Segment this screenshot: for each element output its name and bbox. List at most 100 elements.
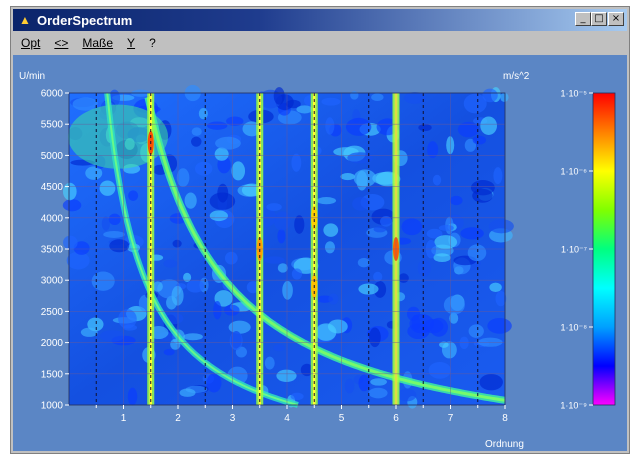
heatmap-cell xyxy=(369,327,381,348)
colorbar: 1·10⁻⁵ 1·10⁻⁶ 1·10⁻⁷ 1·10⁻⁸ 1·10⁻⁹ xyxy=(560,89,616,411)
heatmap-cell xyxy=(323,223,339,237)
heatmap-cell xyxy=(373,281,387,298)
minimize-button[interactable]: _ xyxy=(575,12,591,26)
heatmap-cell xyxy=(345,117,372,136)
heatmap-cell xyxy=(122,324,138,331)
y-tick-label: 4500 xyxy=(41,182,64,193)
y-tick-label: 3000 xyxy=(41,276,64,287)
close-button[interactable]: × xyxy=(608,12,624,26)
heatmap-cell xyxy=(472,188,493,203)
heatmap-cell xyxy=(450,195,463,206)
order-curve xyxy=(106,92,299,406)
heatmap-cell xyxy=(291,268,303,280)
heatmap-cell xyxy=(72,97,99,111)
heatmap-cell xyxy=(325,117,335,135)
heatmap-cell xyxy=(480,116,497,135)
heatmap-plot: 1000 1500 2000 2500 3000 3500 4000 4500 5000 5500… xyxy=(41,84,514,424)
heatmap-cell xyxy=(428,361,452,379)
colorbar-tick-label: 1·10⁻⁶ xyxy=(561,167,588,177)
heatmap-cell xyxy=(439,341,449,348)
heatmap-cell xyxy=(62,182,77,201)
heatmap-cell xyxy=(460,227,484,240)
heatmap-cell xyxy=(368,387,388,399)
heatmap-cell xyxy=(427,141,439,159)
heatmap-cell xyxy=(91,271,115,291)
heatmap-cell xyxy=(209,210,228,222)
heatmap-cell xyxy=(426,228,443,239)
colorbar-tick-label: 1·10⁻⁸ xyxy=(560,323,587,333)
order-spectrum-window: ▲ OrderSpectrum _ □ × Opt <> Maße Y ? U/… xyxy=(10,6,630,454)
heatmap-cell xyxy=(183,272,192,282)
heatmap-cell xyxy=(324,241,336,254)
heatmap-region xyxy=(68,104,169,169)
heatmap-cell xyxy=(433,253,451,263)
menu-opt[interactable]: Opt xyxy=(21,36,41,50)
order-spectrum-chart: U/min m/s^2 Ordnung 1000 1500 2000 2500 3000… xyxy=(19,71,616,450)
heatmap-cell xyxy=(209,192,236,210)
heatmap-cell xyxy=(291,153,302,172)
y-tick-label: 3500 xyxy=(41,245,64,256)
x-tick-label: 5 xyxy=(339,413,345,424)
heatmap-cell xyxy=(357,257,371,268)
heatmap-cell xyxy=(194,161,213,176)
heatmap-cell xyxy=(264,356,275,370)
menu-y[interactable]: Y xyxy=(127,36,136,50)
heatmap-cell xyxy=(277,263,288,273)
y-tick-label: 1500 xyxy=(41,369,64,380)
heatmap-cell xyxy=(229,331,243,351)
heatmap-cell xyxy=(358,374,370,392)
heatmap-cell xyxy=(73,241,90,255)
heatmap-cell xyxy=(228,320,251,334)
heatmap-cell xyxy=(184,192,197,209)
heatmap-cell xyxy=(418,124,432,132)
title-bar[interactable]: ▲ OrderSpectrum _ □ × xyxy=(13,9,627,31)
y-unit-label: U/min xyxy=(19,71,45,82)
heatmap-cell xyxy=(328,293,339,305)
heatmap-cell xyxy=(163,259,178,268)
colorbar-gradient xyxy=(592,92,616,406)
heatmap-cell xyxy=(464,138,477,152)
heatmap-cell xyxy=(493,167,503,185)
chart-area: U/min m/s^2 Ordnung 1000 1500 2000 2500 3000… xyxy=(13,55,627,451)
menu-help[interactable]: ? xyxy=(149,36,156,50)
heatmap-cell xyxy=(463,93,487,114)
heatmap-cell xyxy=(264,256,285,264)
x-tick-label: 8 xyxy=(502,413,508,424)
heatmap-cell xyxy=(372,172,399,185)
y-tick-label: 1000 xyxy=(41,401,64,412)
heatmap-cell xyxy=(370,378,387,386)
menu-bar: Opt <> Maße Y ? xyxy=(13,33,627,53)
heatmap-cell xyxy=(99,330,125,342)
heatmap-cell xyxy=(215,136,241,150)
heatmap-cell xyxy=(186,279,205,293)
heatmap-cell xyxy=(198,107,208,120)
heatmap-cell xyxy=(327,319,348,334)
heatmap-cell xyxy=(223,304,240,316)
menu-masse[interactable]: Maße xyxy=(82,36,114,50)
heatmap-cell xyxy=(353,169,377,187)
heatmap-cell xyxy=(488,219,514,234)
heatmap-cell xyxy=(434,235,458,250)
x-tick-label: 1 xyxy=(121,413,127,424)
heatmap-cell xyxy=(273,87,285,105)
heatmap-cell xyxy=(66,251,90,270)
heatmap-cell xyxy=(296,105,313,114)
app-icon: ▲ xyxy=(19,13,31,27)
heatmap-cell xyxy=(373,226,387,233)
menu-nav[interactable]: <> xyxy=(54,36,69,50)
heatmap-cell xyxy=(290,392,304,401)
heatmap-cell xyxy=(340,173,355,181)
maximize-button[interactable]: □ xyxy=(591,12,607,26)
heatmap-cell xyxy=(276,369,297,383)
heatmap-cell xyxy=(495,290,507,307)
heatmap-cell xyxy=(152,281,163,292)
heatmap-cell xyxy=(477,337,503,347)
colorbar-tick-label: 1·10⁻⁹ xyxy=(560,401,587,411)
heatmap-cell xyxy=(347,152,373,164)
heatmap-cell xyxy=(277,228,286,244)
heatmap-cell xyxy=(214,147,229,161)
heatmap-cell xyxy=(352,196,370,211)
heatmap-cell xyxy=(500,92,509,103)
colorbar-tick-label: 1·10⁻⁵ xyxy=(561,89,588,99)
y-tick-label: 2500 xyxy=(41,307,64,318)
